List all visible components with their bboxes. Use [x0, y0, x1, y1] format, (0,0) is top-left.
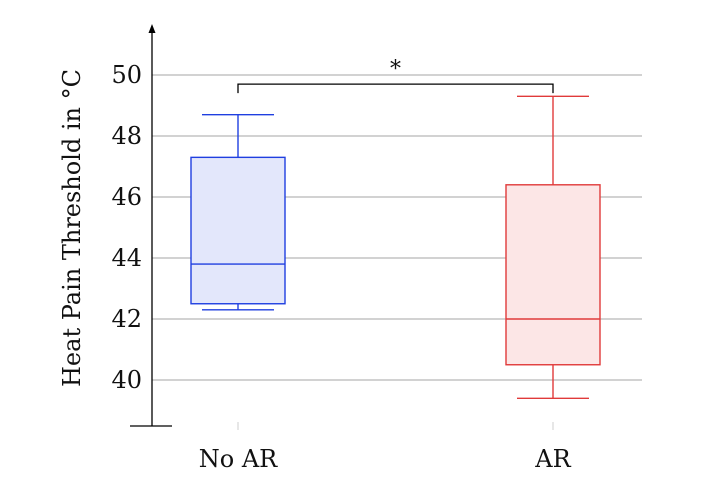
y-tick-label: 46 — [111, 183, 142, 211]
significance-star: * — [390, 57, 401, 82]
boxes — [190, 95, 601, 399]
box-ar — [505, 95, 601, 399]
y-tick-label: 42 — [111, 305, 142, 333]
y-tick-label: 44 — [111, 244, 142, 272]
box-no-ar — [190, 113, 286, 311]
y-axis-arrow-icon — [148, 24, 156, 33]
y-axis-label: Heat Pain Threshold in °C — [58, 69, 86, 387]
y-tick-label: 40 — [111, 366, 142, 394]
labels: 40 42 44 46 48 50 No AR AR — [111, 61, 571, 473]
x-category-label: No AR — [199, 445, 278, 473]
significance-bracket-line — [237, 83, 554, 94]
iqr-box — [505, 184, 601, 366]
axes — [130, 24, 172, 427]
significance-bracket: * — [237, 57, 554, 94]
iqr-box — [190, 156, 286, 305]
y-tick-label: 50 — [111, 61, 142, 89]
y-tick-label: 48 — [111, 122, 142, 150]
x-category-label: AR — [534, 445, 571, 473]
